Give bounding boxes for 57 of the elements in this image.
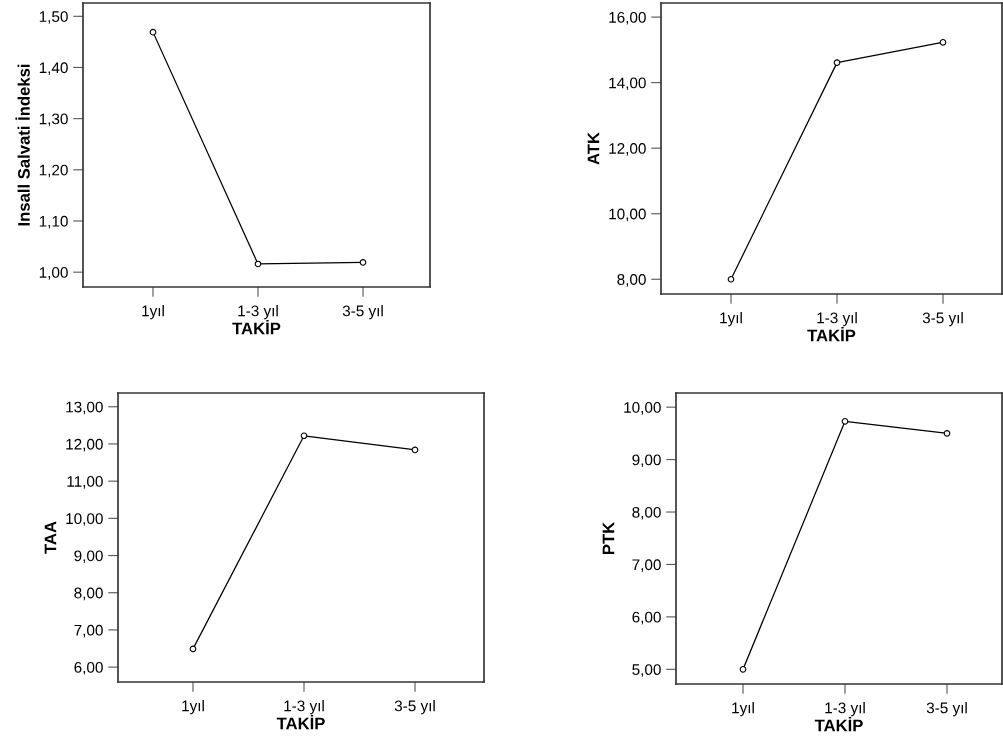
y-axis-title: ATK [587,132,600,165]
y-tick-label: 5,00 [632,664,661,677]
x-axis-title: TAKİP [232,319,281,335]
x-tick-label: 1yıl [732,702,754,717]
y-tick-label: 1,50 [39,11,68,24]
y-tick-label: 12,00 [609,143,646,156]
y-tick-label: 1,20 [39,164,68,178]
point [939,38,947,46]
point [841,417,849,425]
y-tick-label: 1,30 [39,113,68,127]
y-tick-label: 8,00 [617,274,646,287]
point [149,28,157,36]
point [943,430,951,437]
x-tick-label: 3-5 yıl [922,312,963,327]
y-tick-label: 8,00 [632,506,661,520]
point [300,432,308,440]
x-axis-title: TAKİP [814,716,863,732]
y-tick-label: 7,00 [632,559,661,572]
point [833,59,841,66]
y-tick-label: 1,40 [39,62,68,75]
y-tick-label: 10,00 [609,208,646,222]
y-axis-title: TAA [44,521,57,554]
x-tick-label: 1-3 yıl [238,305,278,320]
x-tick-label: 1yıl [720,312,742,327]
y-tick-label: 14,00 [609,77,646,91]
y-tick-label: 1,10 [39,215,68,229]
x-tick-label: 1-3 yıl [817,312,857,327]
x-tick-label: 3-5 yıl [394,700,435,715]
y-tick-label: 8,00 [74,587,103,601]
point [254,260,262,268]
y-tick-label: 11,00 [67,476,103,489]
point [739,665,747,673]
y-tick-label: 12,00 [66,438,103,452]
x-tick-label: 3-5 yıl [342,305,383,320]
y-tick-label: 1,00 [39,267,68,280]
x-axis-title: TAKİP [276,714,325,730]
point [189,645,197,653]
y-tick-label: 9,00 [74,550,103,564]
y-tick-label: 10,00 [624,402,661,415]
x-tick-label: 1-3 yıl [284,700,324,715]
y-axis-title: PTK [602,521,615,555]
y-axis-title: Insall Salvati İndeksi [15,64,30,226]
y-tick-label: 6,00 [74,661,103,675]
x-tick-label: 1yıl [182,700,204,715]
y-tick-label: 13,00 [66,401,103,415]
point [411,446,419,454]
y-tick-label: 6,00 [632,611,661,625]
x-tick-label: 1-3 yıl [825,702,865,717]
x-axis-title: TAKİP [807,326,856,342]
y-tick-label: 9,00 [632,454,661,468]
y-tick-label: 16,00 [609,11,646,25]
x-tick-label: 1yıl [142,305,164,320]
point [727,275,735,283]
y-tick-label: 7,00 [74,624,103,638]
point [359,259,367,266]
y-tick-label: 10,00 [66,513,103,526]
x-tick-label: 3-5 yıl [926,702,967,717]
